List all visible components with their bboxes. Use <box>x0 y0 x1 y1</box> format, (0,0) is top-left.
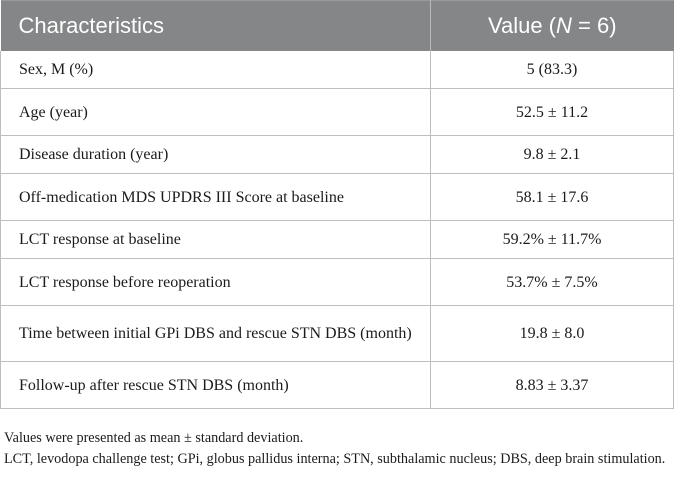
row-value: 53.7% ± 7.5% <box>430 258 674 306</box>
row-label: Off-medication MDS UPDRS III Score at ba… <box>0 173 431 221</box>
table-row: Disease duration (year) 9.8 ± 2.1 <box>0 135 674 174</box>
footnote-line-1: Values were presented as mean ± standard… <box>4 430 304 446</box>
row-label: Follow-up after rescue STN DBS (month) <box>0 361 431 409</box>
characteristics-table: Characteristics Value (N = 6) Sex, M (%)… <box>0 0 674 409</box>
table-row: Sex, M (%) 5 (83.3) <box>0 51 674 89</box>
header-value: Value (N = 6) <box>430 0 674 51</box>
table-footnotes: Values were presented as mean ± standard… <box>4 428 672 470</box>
footnote-line-2: LCT, levodopa challenge test; GPi, globu… <box>4 451 666 467</box>
row-value: 59.2% ± 11.7% <box>430 220 674 259</box>
row-value: 19.8 ± 8.0 <box>430 305 674 362</box>
row-label: Time between initial GPi DBS and rescue … <box>0 305 431 362</box>
table-row: LCT response at baseline 59.2% ± 11.7% <box>0 220 674 259</box>
header-value-n: N <box>556 13 572 38</box>
header-value-suffix: = 6) <box>571 13 617 38</box>
table-header-row: Characteristics Value (N = 6) <box>0 0 674 51</box>
table-row: Off-medication MDS UPDRS III Score at ba… <box>0 173 674 221</box>
table-row: Follow-up after rescue STN DBS (month) 8… <box>0 361 674 409</box>
row-value: 8.83 ± 3.37 <box>430 361 674 409</box>
header-value-prefix: Value ( <box>487 13 557 38</box>
table-row: LCT response before reoperation 53.7% ± … <box>0 258 674 306</box>
row-label: Disease duration (year) <box>0 135 431 174</box>
row-value: 52.5 ± 11.2 <box>430 88 674 136</box>
table-container: Characteristics Value (N = 6) Sex, M (%)… <box>0 0 674 409</box>
row-label: LCT response at baseline <box>0 220 431 259</box>
row-label: Age (year) <box>0 88 431 136</box>
row-label: Sex, M (%) <box>0 51 431 89</box>
row-label: LCT response before reoperation <box>0 258 431 306</box>
table-row: Age (year) 52.5 ± 11.2 <box>0 88 674 136</box>
table-row: Time between initial GPi DBS and rescue … <box>0 305 674 362</box>
header-characteristics: Characteristics <box>0 0 431 51</box>
row-value: 5 (83.3) <box>430 51 674 89</box>
row-value: 58.1 ± 17.6 <box>430 173 674 221</box>
row-value: 9.8 ± 2.1 <box>430 135 674 174</box>
